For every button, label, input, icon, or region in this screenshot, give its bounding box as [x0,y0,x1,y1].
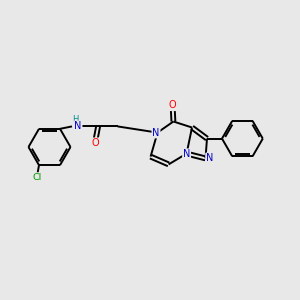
Text: Cl: Cl [33,173,42,182]
Text: N: N [152,128,160,138]
Text: N: N [183,149,190,159]
Text: H: H [72,115,78,124]
Text: N: N [74,122,82,131]
Text: O: O [169,100,177,110]
Text: O: O [92,138,100,148]
Text: N: N [206,153,213,164]
